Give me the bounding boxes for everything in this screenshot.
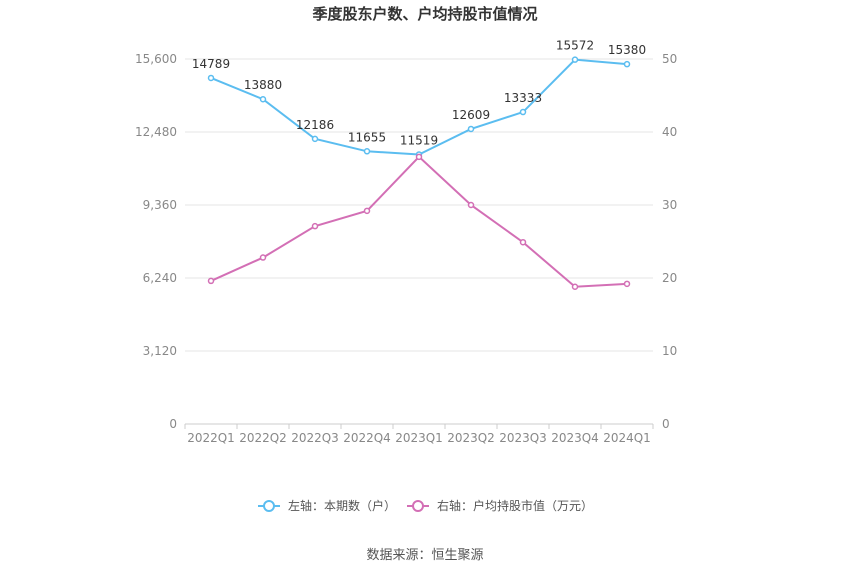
- data-point: [207, 277, 215, 285]
- right-axis-tick-label: 50: [662, 52, 677, 66]
- data-point: [623, 280, 631, 288]
- chart-title: 季度股东户数、户均持股市值情况: [312, 5, 537, 23]
- x-axis-tick-label: 2022Q3: [291, 431, 339, 445]
- data-point: [519, 238, 527, 246]
- grid: [185, 58, 653, 425]
- series-line: [210, 155, 628, 288]
- legend-swatch-marker: [412, 500, 424, 512]
- data-point: [259, 95, 267, 103]
- legend-label: 左轴：本期数（户）: [288, 498, 396, 513]
- axes: 0 0 3,120 10 6,240 20 9,360 30 12,480 40 15,600 50 2…: [135, 52, 677, 445]
- left-axis-tick-label: 12,480: [135, 125, 177, 139]
- legend-label: 右轴：户均持股市值（万元）: [437, 498, 593, 513]
- x-axis-tick-label: 2023Q2: [447, 431, 495, 445]
- data-source: 数据来源：恒生聚源: [366, 548, 483, 563]
- legend-item[interactable]: 左轴：本期数（户）: [258, 498, 396, 513]
- data-point: [259, 254, 267, 261]
- x-axis-tick-label: 2022Q4: [343, 431, 391, 445]
- data-label: 15380: [608, 43, 646, 57]
- right-axis-tick-label: 10: [662, 344, 677, 358]
- left-axis-tick-label: 6,240: [143, 271, 177, 285]
- series-shareholder-count: 14789 13880 12186 11655 11519 12609 13333 15572…: [192, 39, 646, 158]
- left-axis-tick-label: 3,120: [143, 344, 177, 358]
- right-axis-tick-label: 40: [662, 125, 677, 139]
- data-label: 15572: [556, 39, 594, 53]
- data-point: [519, 108, 527, 116]
- x-axis-tick-label: 2022Q1: [187, 431, 235, 445]
- left-axis-tick-label: 15,600: [135, 52, 177, 66]
- data-point: [363, 207, 371, 215]
- data-point: [467, 125, 475, 133]
- x-axis-tick-label: 2023Q3: [499, 431, 547, 445]
- data-point: [363, 148, 371, 155]
- data-label: 12186: [296, 118, 334, 132]
- legend-item[interactable]: 右轴：户均持股市值（万元）: [407, 498, 593, 513]
- data-point: [415, 153, 423, 161]
- data-label: 11655: [348, 130, 386, 144]
- x-axis-tick-label: 2024Q1: [603, 431, 651, 445]
- data-label: 12609: [452, 108, 490, 122]
- right-axis-tick-label: 20: [662, 271, 677, 285]
- data-point: [311, 222, 319, 230]
- series-layer: 14789 13880 12186 11655 11519 12609 13333 15572…: [192, 39, 646, 291]
- right-axis-tick-label: 30: [662, 198, 677, 212]
- data-label: 13333: [504, 91, 542, 105]
- data-point: [571, 56, 579, 63]
- legend-swatch-marker: [263, 500, 275, 512]
- right-axis-tick-label: 0: [662, 417, 670, 431]
- series-avg-holding-value: [207, 153, 631, 291]
- data-label: 13880: [244, 78, 282, 92]
- legend[interactable]: 左轴：本期数（户） 右轴：户均持股市值（万元）: [258, 498, 593, 513]
- left-axis-tick-label: 9,360: [143, 198, 177, 212]
- data-point: [467, 201, 475, 209]
- data-point: [571, 283, 579, 291]
- data-point: [311, 135, 319, 143]
- data-point: [207, 74, 215, 82]
- x-axis-tick-label: 2022Q2: [239, 431, 287, 445]
- x-axis-tick-label: 2023Q4: [551, 431, 599, 445]
- data-point: [623, 60, 631, 68]
- x-axis-tick-label: 2023Q1: [395, 431, 443, 445]
- data-label: 11519: [400, 133, 438, 147]
- data-label: 14789: [192, 57, 230, 71]
- left-axis-tick-label: 0: [169, 417, 177, 431]
